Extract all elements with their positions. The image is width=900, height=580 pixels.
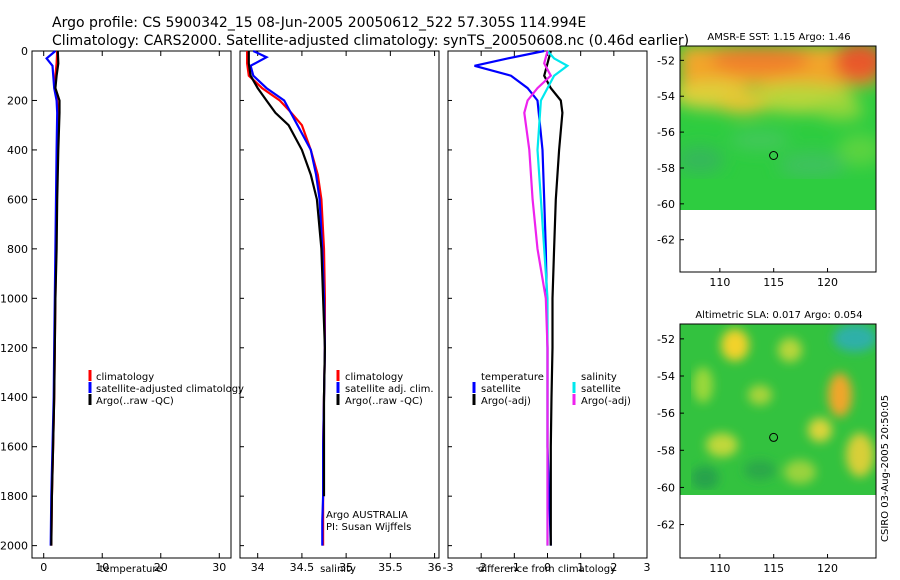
lon-tick-label: 110	[709, 562, 730, 575]
sla-map: Altimetric SLA: 0.017 Argo: 0.054 110 115…	[657, 310, 877, 575]
salinity-xlabel: salinity	[320, 564, 356, 575]
x-tick-label: -2	[476, 561, 487, 574]
lat-tick-label: -58	[657, 444, 675, 457]
lat-tick-label: -60	[657, 481, 675, 494]
depth-ticks: 0 200 400 600 800 1000 1200 1400 1600 1800 2000	[0, 45, 37, 553]
x-tick-label: -3	[443, 561, 454, 574]
x-tick-label: 34	[251, 561, 265, 574]
legend-label-climatology: climatology	[96, 372, 154, 383]
legend-label-temp-satellite: satellite	[481, 384, 521, 395]
figure-title-line2: Climatology: CARS2000. Satellite-adjuste…	[52, 33, 689, 49]
lon-tick-label: 115	[763, 562, 784, 575]
lat-tick-label: -62	[657, 234, 675, 247]
legend-label-sal-argo: Argo(-adj)	[581, 396, 631, 407]
y-tick-label: 2000	[0, 540, 28, 553]
temperature-x-ticks: 0 10 20 30	[40, 51, 226, 574]
x-tick-label: 2	[610, 561, 617, 574]
lon-tick-label: 110	[709, 276, 730, 289]
sla-map-frame	[679, 323, 877, 559]
sst-map-frame	[679, 45, 877, 273]
lat-tick-label: -52	[657, 333, 675, 346]
y-tick-label: 1400	[0, 391, 28, 404]
sla-map-ticks: 110 115 120 -52 -54 -56 -58 -60 -62	[657, 333, 838, 575]
sla-map-title: Altimetric SLA: 0.017 Argo: 0.054	[695, 310, 862, 321]
lat-tick-label: -56	[657, 126, 675, 139]
legend-title-temperature: temperature	[481, 372, 544, 383]
legend-label-satellite-adjusted: satellite-adjusted climatology	[96, 384, 244, 395]
series-line-salinity-argo-adj-	[523, 50, 553, 546]
y-tick-label: 0	[21, 45, 28, 58]
pi-label: PI: Susan Wijffels	[326, 522, 411, 533]
x-tick-label: 36	[428, 561, 442, 574]
difference-xlabel: difference from climatology	[478, 564, 616, 575]
x-tick-label: -1	[509, 561, 520, 574]
x-tick-label: 35	[339, 561, 353, 574]
lat-tick-label: -52	[657, 54, 675, 67]
series-line-argo-raw-qc-	[247, 51, 327, 497]
salinity-axes-frame	[239, 50, 440, 559]
y-tick-label: 600	[7, 193, 28, 206]
difference-series	[474, 49, 570, 546]
float-position-marker	[769, 151, 779, 160]
x-tick-label: 34.5	[290, 561, 315, 574]
agency-label: Argo AUSTRALIA	[326, 510, 408, 521]
difference-panel: -3 -2 -1 0 1 2 3 difference from climatology t…	[443, 49, 651, 575]
legend-title-salinity: salinity	[581, 372, 617, 383]
x-tick-label: 3	[644, 561, 651, 574]
lat-tick-label: -56	[657, 407, 675, 420]
y-tick-label: 1200	[0, 342, 28, 355]
float-position-marker	[769, 432, 779, 442]
lat-tick-label: -60	[657, 198, 675, 211]
legend-label-sal-satellite: satellite	[581, 384, 621, 395]
x-tick-label: 20	[154, 561, 168, 574]
temperature-series	[45, 50, 61, 546]
temperature-xlabel: temperature	[100, 564, 163, 575]
sst-heatmap	[680, 46, 876, 210]
sst-map: AMSR-E SST: 1.15 Argo: 1.46 110 115 120 -52…	[657, 32, 877, 289]
x-tick-label: 1	[577, 561, 584, 574]
x-tick-label: 35.5	[378, 561, 403, 574]
series-line-argo-raw-qc-	[50, 50, 61, 546]
sla-heatmap	[680, 324, 876, 495]
salinity-legend: climatology satellite adj. clim. Argo(..…	[336, 370, 434, 407]
y-tick-label: 200	[7, 94, 28, 107]
legend-label-climatology: climatology	[345, 372, 403, 383]
lat-tick-label: -54	[657, 370, 675, 383]
legend-label-temp-argo: Argo(-adj)	[481, 396, 531, 407]
sst-map-ticks: 110 115 120 -52 -54 -56 -58 -60 -62	[657, 54, 838, 289]
lat-tick-label: -58	[657, 162, 675, 175]
figure-title-line1: Argo profile: CS 5900342_15 08-Jun-2005 …	[52, 15, 586, 31]
lat-tick-label: -54	[657, 90, 675, 103]
lon-tick-label: 115	[763, 276, 784, 289]
x-tick-label: 0	[40, 561, 47, 574]
temperature-axes-frame	[31, 50, 232, 559]
lon-tick-label: 120	[817, 276, 838, 289]
difference-x-ticks: -3 -2 -1 0 1 2 3	[443, 50, 651, 574]
lat-tick-label: -62	[657, 519, 675, 532]
legend-label-satellite-adj: satellite adj. clim.	[345, 384, 434, 395]
y-tick-label: 1600	[0, 441, 28, 454]
y-tick-label: 400	[7, 144, 28, 157]
lon-tick-label: 120	[817, 562, 838, 575]
salinity-x-ticks: 34 34.5 35 35.5 36	[240, 50, 442, 574]
salinity-panel: 34 34.5 35 35.5 36 salinity climatology sate…	[239, 50, 442, 575]
y-tick-label: 1000	[0, 292, 28, 305]
sst-map-title: AMSR-E SST: 1.15 Argo: 1.46	[707, 32, 850, 43]
legend-label-argo: Argo(..raw -QC)	[96, 396, 174, 407]
temperature-legend: climatology satellite-adjusted climatolo…	[88, 370, 244, 407]
series-line-climatology	[246, 51, 326, 546]
y-tick-label: 1800	[0, 490, 28, 503]
x-tick-label: 30	[212, 561, 226, 574]
y-tick-label: 800	[7, 243, 28, 256]
x-tick-label: 10	[95, 561, 109, 574]
timestamp-stamp: CSIRO 03-Aug-2005 20:50:05	[880, 395, 891, 542]
difference-legend: temperature satellite Argo(-adj) salinit…	[472, 372, 631, 407]
temperature-panel: 0 200 400 600 800 1000 1200 1400 1600 1800 2000 0 1…	[0, 45, 244, 575]
x-tick-label: 0	[544, 561, 551, 574]
legend-label-argo: Argo(..raw -QC)	[345, 396, 423, 407]
salinity-series	[246, 50, 327, 546]
